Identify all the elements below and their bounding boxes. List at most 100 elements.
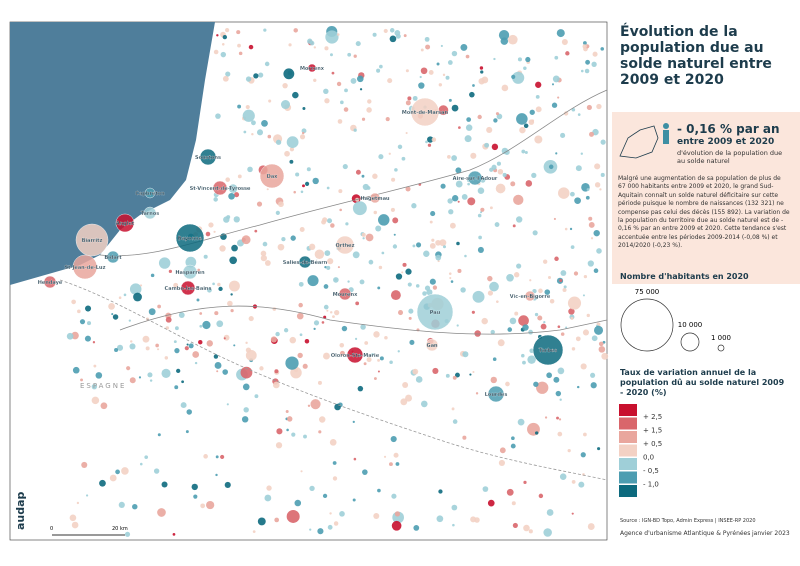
commune-dot [412,95,418,101]
commune-dot [164,356,169,360]
town-circle [175,223,205,253]
commune-dot [547,276,552,280]
commune-dot [270,336,277,343]
commune-dot [121,467,129,475]
commune-dot [300,470,303,473]
commune-dot [185,256,197,268]
commune-dot [557,431,563,437]
commune-dot [185,430,189,434]
town-circle [298,255,312,269]
commune-dot [477,213,482,218]
commune-dot [337,266,340,269]
commune-dot [438,489,443,494]
commune-dot [528,529,533,534]
legend-swatch [619,404,637,416]
commune-dot [91,383,98,390]
commune-dot [569,227,573,231]
commune-dot [447,198,453,204]
commune-dot [118,501,125,508]
commune-dot [275,442,283,449]
commune-dot [462,435,467,440]
commune-dot [452,375,457,380]
commune-dot [251,120,256,126]
commune-dot [420,67,428,75]
commune-dot [506,488,514,496]
commune-dot [290,235,296,241]
commune-dot [466,117,472,122]
commune-dot [387,78,393,84]
commune-dot [71,299,76,305]
commune-dot [591,335,598,342]
town-circle [115,213,135,233]
commune-dot [199,324,203,328]
commune-dot [517,418,525,426]
commune-dot [355,41,361,47]
commune-dot [499,447,506,454]
commune-dot [575,336,581,342]
commune-dot [275,331,280,337]
commune-dot [100,402,108,410]
commune-dot [377,370,380,373]
town-circle [106,250,120,264]
commune-dot [332,461,337,465]
commune-dot [438,105,449,116]
commune-dot [557,367,565,375]
commune-dot [464,254,467,258]
commune-dot [591,61,597,67]
commune-dot [259,366,264,371]
commune-dot [213,354,219,359]
commune-dot [361,117,366,121]
commune-dot [535,431,539,435]
commune-dot [598,346,606,353]
commune-dot [397,144,403,150]
commune-dot [442,73,446,77]
commune-dot [580,69,584,73]
commune-dot [511,501,516,506]
commune-dot [460,287,466,293]
commune-dot [278,201,284,208]
commune-dot [538,493,544,499]
commune-dot [549,298,555,304]
commune-dot [533,381,539,387]
commune-dot [425,44,431,50]
commune-dot [203,254,208,259]
commune-dot [580,452,586,458]
commune-dot [216,320,224,328]
commune-dot [282,82,288,89]
commune-dot [93,364,97,368]
description: Malgré une augmentation de sa population… [618,175,790,250]
commune-dot [511,436,515,441]
commune-dot [482,486,489,492]
commune-dot [580,363,587,370]
commune-dot [294,499,302,507]
commune-dot [212,282,215,286]
commune-dot [297,352,303,359]
place-label: Cambo-les-Bains [165,286,212,292]
commune-dot [193,494,198,499]
size-label: 10 000 [678,321,703,329]
commune-dot [289,147,295,152]
commune-dot [400,398,408,406]
commune-dot [373,513,380,520]
commune-dot [331,71,335,75]
commune-dot [534,312,539,317]
commune-dot [491,164,497,170]
commune-dot [334,309,340,316]
commune-dot [474,330,481,337]
size-legend-title: Nombre d'habitants en 2020 [620,272,749,281]
commune-dot [431,238,435,242]
commune-dot [589,131,594,137]
commune-dot [334,403,341,411]
commune-dot [362,237,365,240]
commune-dot [198,340,203,345]
commune-dot [472,84,475,87]
commune-dot [295,172,300,177]
commune-dot [337,119,343,124]
commune-dot [298,281,304,287]
commune-dot [299,134,306,140]
commune-dot [535,94,540,99]
commune-dot [215,473,218,477]
commune-dot [562,287,567,293]
commune-dot [517,57,522,62]
commune-dot [317,528,324,535]
